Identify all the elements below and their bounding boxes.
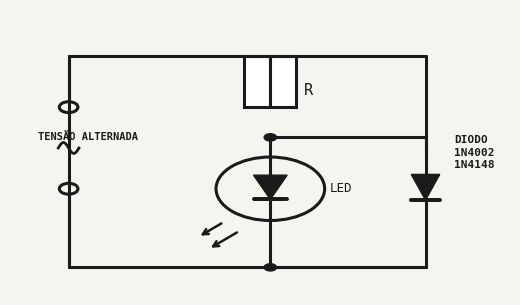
Text: DIODO
1N4002
1N4148: DIODO 1N4002 1N4148	[454, 135, 495, 170]
Circle shape	[264, 264, 277, 271]
FancyBboxPatch shape	[244, 56, 296, 107]
Text: TENSÃO ALTERNADA: TENSÃO ALTERNADA	[37, 132, 138, 142]
Text: LED: LED	[330, 182, 353, 195]
Polygon shape	[254, 175, 287, 199]
Text: R: R	[304, 83, 313, 98]
Polygon shape	[411, 174, 440, 200]
Circle shape	[264, 134, 277, 141]
